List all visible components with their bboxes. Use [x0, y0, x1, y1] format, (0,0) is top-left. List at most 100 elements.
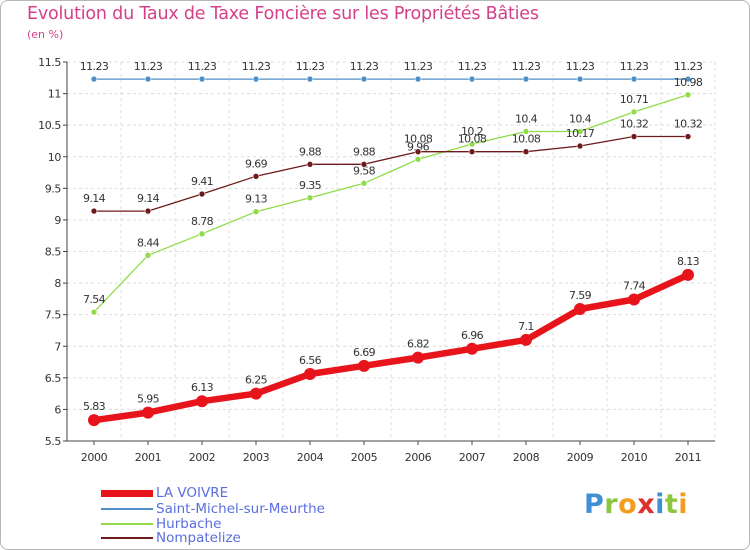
data-point-la-voivre [196, 395, 208, 408]
data-label-la-voivre: 6.96 [461, 329, 484, 342]
data-label-la-voivre: 7.74 [623, 280, 646, 293]
data-label-hurbache: 10.71 [620, 93, 649, 106]
data-point-nompatelize [468, 148, 476, 155]
x-tick-label: 2001 [135, 451, 161, 464]
data-point-hurbache [360, 179, 368, 187]
data-point-saint-michel-sur-meurthe [252, 75, 260, 83]
data-point-saint-michel-sur-meurthe [360, 75, 368, 83]
data-point-hurbache [684, 91, 692, 99]
data-label-saint-michel-sur-meurthe: 11.23 [458, 60, 487, 73]
data-point-nompatelize [198, 190, 206, 198]
x-tick-label: 2003 [243, 451, 270, 464]
data-point-hurbache [252, 208, 260, 216]
y-tick-label: 7.5 [45, 309, 62, 322]
data-label-nompatelize: 9.88 [353, 145, 376, 158]
data-label-hurbache: 10.2 [461, 125, 483, 138]
y-tick-label: 9 [54, 214, 61, 227]
data-point-hurbache [306, 194, 314, 202]
data-label-hurbache: 10.98 [674, 76, 703, 89]
legend-swatch-la-voivre [101, 489, 153, 497]
data-label-nompatelize: 10.32 [620, 118, 649, 131]
data-point-nompatelize [522, 148, 530, 155]
x-tick-label: 2007 [459, 451, 486, 464]
data-point-hurbache [198, 230, 206, 238]
data-label-saint-michel-sur-meurthe: 11.23 [296, 60, 325, 73]
y-tick-label: 10.5 [38, 119, 61, 132]
data-label-nompatelize: 9.41 [191, 175, 213, 188]
data-label-la-voivre: 5.95 [137, 393, 160, 406]
series-line-hurbache [93, 94, 689, 313]
y-tick-label: 8 [54, 277, 61, 290]
data-label-nompatelize: 9.14 [137, 192, 160, 205]
data-point-saint-michel-sur-meurthe [144, 75, 152, 83]
data-point-nompatelize [630, 133, 638, 140]
y-tick-label: 5.5 [45, 435, 62, 448]
data-label-nompatelize: 9.88 [299, 145, 322, 158]
data-label-la-voivre: 5.83 [83, 400, 106, 413]
data-point-la-voivre [520, 333, 532, 346]
data-point-la-voivre [358, 359, 370, 372]
y-tick-label: 9.5 [45, 182, 62, 195]
data-label-nompatelize: 10.08 [458, 133, 487, 146]
data-point-la-voivre [412, 351, 424, 364]
y-tick-label: 11.5 [38, 56, 61, 69]
data-point-nompatelize [414, 148, 422, 155]
data-point-nompatelize [252, 173, 260, 180]
x-tick-label: 2008 [513, 451, 540, 464]
legend-swatch-saint-michel [101, 508, 153, 510]
data-point-nompatelize [576, 142, 584, 150]
data-label-hurbache: 10.4 [515, 112, 538, 125]
x-tick-label: 2009 [567, 451, 594, 464]
data-point-saint-michel-sur-meurthe [576, 75, 584, 83]
proxiti-logo: Proxiti [584, 489, 689, 520]
data-point-saint-michel-sur-meurthe [414, 75, 422, 83]
data-point-nompatelize [90, 207, 98, 215]
legend-item-saint-michel: Saint-Michel-sur-Meurthe [101, 502, 325, 516]
data-point-hurbache [576, 128, 584, 135]
data-label-nompatelize: 10.17 [566, 127, 595, 140]
y-tick-label: 6 [54, 403, 61, 416]
data-point-nompatelize [684, 133, 692, 140]
data-label-saint-michel-sur-meurthe: 11.23 [242, 60, 271, 73]
data-point-hurbache [414, 155, 422, 163]
data-label-la-voivre: 7.1 [518, 320, 534, 333]
legend-label-nompatelize: Nompatelize [156, 530, 241, 546]
data-point-la-voivre [88, 414, 100, 427]
y-axis-unit-label: (en %) [27, 28, 64, 41]
x-tick-label: 2000 [81, 451, 108, 464]
data-label-saint-michel-sur-meurthe: 11.23 [566, 60, 595, 73]
data-label-saint-michel-sur-meurthe: 11.23 [512, 60, 541, 73]
data-label-la-voivre: 6.13 [191, 381, 214, 394]
data-point-nompatelize [306, 161, 314, 168]
x-tick-label: 2006 [405, 451, 432, 464]
data-point-saint-michel-sur-meurthe [684, 75, 692, 83]
legend-swatch-nompatelize [101, 537, 153, 539]
data-label-hurbache: 7.54 [83, 293, 106, 306]
data-label-la-voivre: 6.56 [299, 354, 322, 367]
legend-item-hurbache: Hurbache [101, 517, 221, 531]
legend-item-la-voivre: LA VOIVRE [101, 486, 228, 500]
x-tick-label: 2005 [351, 451, 378, 464]
data-label-la-voivre: 6.25 [245, 374, 268, 387]
legend-label-la-voivre: LA VOIVRE [156, 485, 229, 501]
data-label-nompatelize: 10.32 [674, 118, 703, 131]
y-tick-label: 6.5 [45, 372, 62, 385]
data-label-la-voivre: 6.82 [407, 338, 429, 351]
data-label-saint-michel-sur-meurthe: 11.23 [404, 60, 433, 73]
legend-swatch-hurbache [101, 523, 153, 525]
data-point-la-voivre [466, 342, 478, 355]
legend-item-nompatelize: Nompatelize [101, 531, 241, 545]
data-point-hurbache [468, 140, 476, 148]
x-tick-label: 2002 [189, 451, 215, 464]
data-label-la-voivre: 8.13 [677, 255, 700, 268]
data-point-saint-michel-sur-meurthe [522, 75, 530, 83]
x-tick-label: 2010 [621, 451, 648, 464]
data-point-la-voivre [250, 387, 262, 400]
series-line-nompatelize [93, 135, 689, 212]
legend-label-hurbache: Hurbache [156, 516, 222, 532]
data-point-saint-michel-sur-meurthe [630, 75, 638, 83]
data-point-hurbache [90, 308, 98, 316]
x-tick-label: 2011 [675, 451, 701, 464]
